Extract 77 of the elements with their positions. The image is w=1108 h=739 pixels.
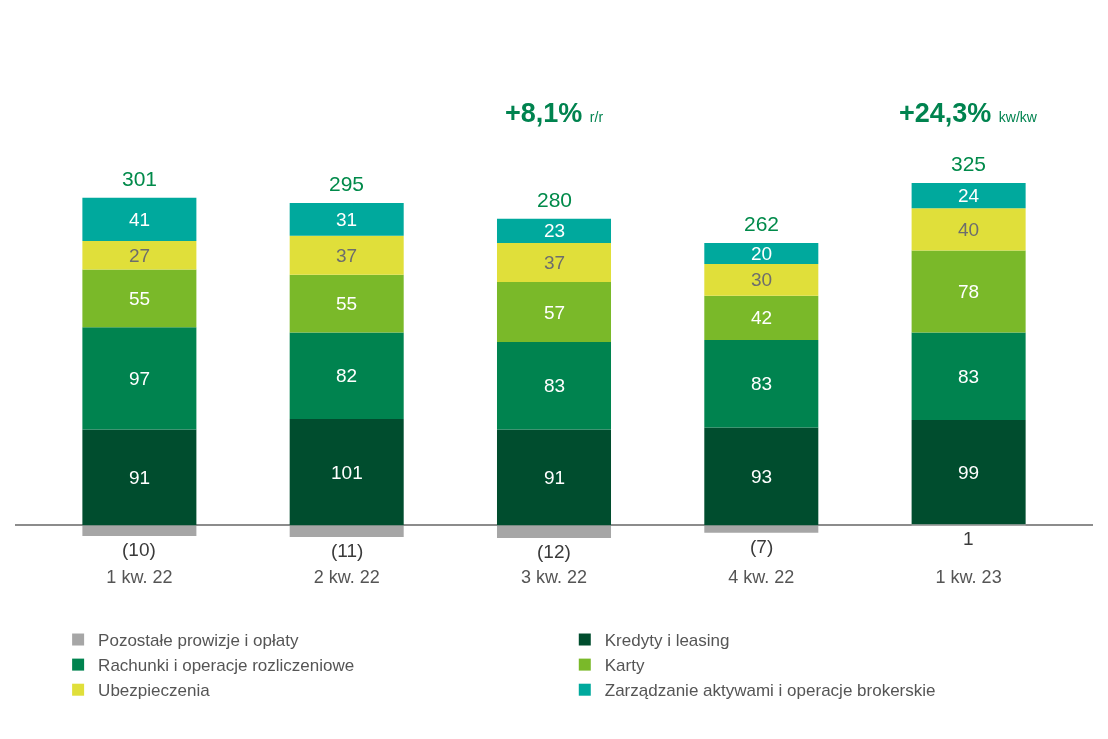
data-label: 41 [129, 209, 151, 230]
bar [704, 427, 819, 526]
data-label: 83 [958, 366, 980, 387]
legend-label: Pozostałe prowizje i opłaty [98, 631, 299, 651]
bar [82, 197, 197, 241]
data-label: 20 [751, 243, 773, 264]
legend-label: Kredyty i leasing [604, 631, 730, 651]
data-label: 30 [751, 269, 773, 290]
data-label: 91 [544, 467, 566, 488]
data-label: 101 [331, 462, 363, 483]
total-label: 295 [329, 172, 365, 195]
total-label: 280 [537, 188, 573, 211]
bar [496, 429, 612, 526]
bar [911, 250, 1026, 333]
bar [704, 339, 819, 428]
x-tick-label: 3 kw. 22 [520, 567, 588, 587]
bar [496, 282, 612, 343]
data-label: 97 [129, 368, 151, 389]
bar [82, 327, 197, 430]
bar [289, 525, 404, 537]
x-tick-label: 1 kw. 23 [935, 567, 1002, 587]
legend-label: Ubezpieczenia [98, 681, 211, 701]
bar [289, 203, 404, 236]
bar [911, 208, 1026, 251]
data-label: 24 [958, 185, 980, 206]
bar [911, 420, 1026, 525]
text: +24,3% kw/kw [899, 98, 1038, 128]
bar [82, 525, 197, 536]
bar [704, 264, 819, 296]
data-label: 78 [958, 281, 980, 302]
data-label: 27 [129, 245, 151, 266]
bar [289, 418, 404, 526]
legend-label: Rachunki i operacje rozliczeniowe [98, 656, 355, 676]
bar [289, 235, 404, 275]
bar [704, 525, 819, 533]
data-label: 40 [958, 219, 980, 240]
bar [496, 218, 612, 244]
data-label: 31 [336, 209, 358, 230]
bar [496, 243, 612, 283]
data-label: 1 [963, 528, 974, 549]
bar [704, 243, 819, 265]
data-label: 57 [544, 302, 566, 323]
total-label: 262 [744, 212, 780, 235]
data-label: 99 [958, 462, 980, 483]
text: +8,1% r/r [505, 98, 604, 128]
x-tick-label: 4 kw. 22 [728, 567, 795, 587]
data-label: (10) [122, 539, 156, 560]
data-label: 37 [336, 245, 358, 266]
total-label: 301 [122, 167, 158, 190]
x-tick-label: 2 kw. 22 [313, 567, 380, 587]
bar [82, 429, 197, 526]
bar [289, 332, 404, 419]
data-label: 83 [751, 373, 773, 394]
legend-label: Zarządzanie aktywami i operacje brokerskie [604, 681, 936, 701]
data-label: 91 [129, 467, 151, 488]
bar [911, 332, 1026, 421]
data-label: 83 [544, 375, 566, 396]
data-label: (11) [331, 540, 364, 561]
bar [82, 240, 197, 270]
bar [704, 295, 819, 340]
data-label: (12) [537, 541, 571, 562]
data-label: (7) [750, 536, 774, 557]
bar [496, 342, 612, 430]
data-label: 37 [544, 252, 566, 273]
bar [289, 274, 404, 333]
bar [496, 525, 612, 538]
data-label: 55 [336, 293, 358, 314]
data-label: 82 [336, 365, 358, 386]
data-label: 55 [129, 288, 151, 309]
data-label: 93 [751, 466, 773, 487]
bar [911, 183, 1026, 209]
total-label: 325 [951, 152, 987, 175]
bar [82, 269, 197, 328]
data-label: 42 [751, 307, 773, 328]
x-tick-label: 1 kw. 22 [106, 567, 173, 587]
legend-label: Karty [604, 656, 645, 676]
data-label: 23 [544, 220, 566, 241]
